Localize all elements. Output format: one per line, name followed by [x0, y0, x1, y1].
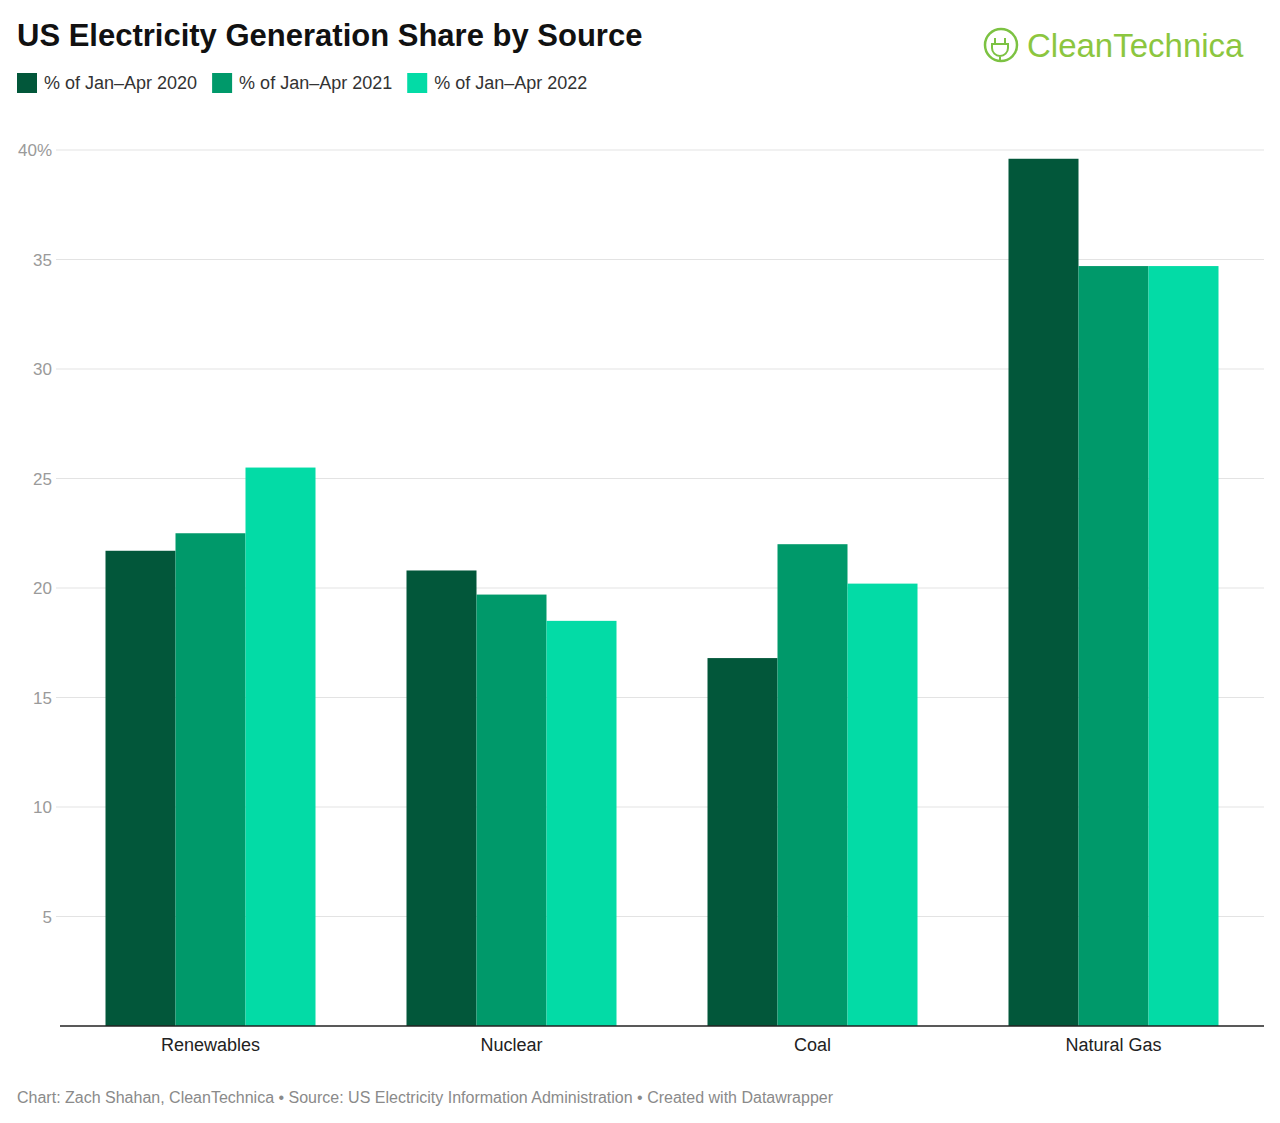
x-tick-label: Nuclear [480, 1035, 542, 1055]
legend-swatch [212, 73, 232, 93]
bar [407, 570, 477, 1026]
bar [1149, 266, 1219, 1026]
y-tick-label: 10 [33, 798, 52, 817]
legend-swatch [17, 73, 37, 93]
bar [1079, 266, 1149, 1026]
x-axis-line [60, 1025, 1264, 1027]
bars [106, 159, 1219, 1026]
source-note: Chart: Zach Shahan, CleanTechnica • Sour… [17, 1089, 834, 1106]
bar [1009, 159, 1079, 1026]
y-tick-label: 25 [33, 470, 52, 489]
bar [848, 584, 918, 1026]
y-tick-label: 30 [33, 360, 52, 379]
bar [246, 468, 316, 1026]
legend-label: % of Jan–Apr 2021 [239, 73, 392, 93]
legend-swatch [407, 73, 427, 93]
legend-label: % of Jan–Apr 2020 [44, 73, 197, 93]
brand-icon-plug [992, 38, 1008, 62]
grid-line [56, 259, 1264, 260]
brand-logo: CleanTechnica [985, 27, 1244, 64]
bar [708, 658, 778, 1026]
y-tick-label: 40% [18, 141, 52, 160]
y-tick-label: 15 [33, 689, 52, 708]
bar [547, 621, 617, 1026]
legend-label: % of Jan–Apr 2022 [434, 73, 587, 93]
y-tick-label: 35 [33, 251, 52, 270]
brand-icon [985, 29, 1017, 61]
y-tick-label: 20 [33, 579, 52, 598]
x-tick-label: Renewables [161, 1035, 260, 1055]
bar [477, 595, 547, 1026]
x-tick-label: Natural Gas [1065, 1035, 1161, 1055]
grid-line [56, 150, 1264, 151]
bar [778, 544, 848, 1026]
title: US Electricity Generation Share by Sourc… [17, 18, 642, 53]
bar [176, 533, 246, 1026]
brand-text: CleanTechnica [1027, 27, 1244, 64]
bar [106, 551, 176, 1026]
y-tick-label: 5 [43, 908, 52, 927]
x-tick-label: Coal [794, 1035, 831, 1055]
